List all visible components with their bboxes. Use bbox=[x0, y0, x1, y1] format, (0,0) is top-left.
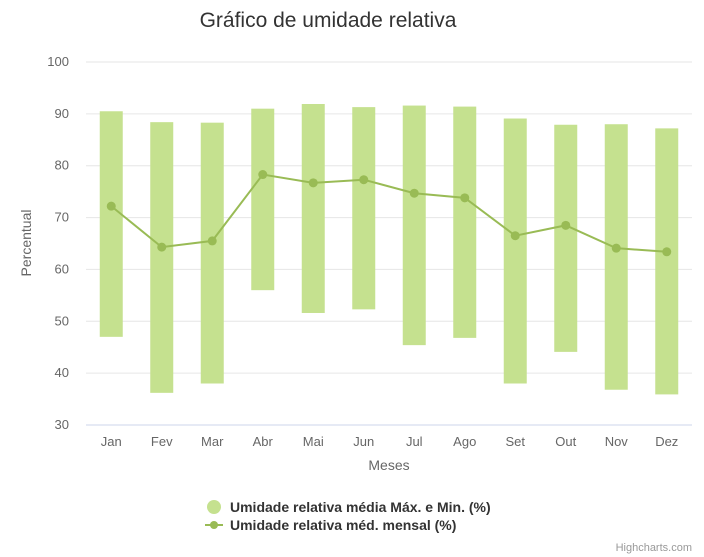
y-tick-label: 70 bbox=[55, 210, 69, 225]
legend: Umidade relativa média Máx. e Min. (%) U… bbox=[205, 499, 491, 533]
mean-line bbox=[110, 173, 667, 253]
range-columns bbox=[99, 104, 679, 395]
mean-point[interactable] bbox=[157, 242, 167, 252]
x-tick-label: Set bbox=[505, 434, 525, 449]
credits-link[interactable]: Highcharts.com bbox=[616, 542, 692, 554]
x-tick-label: Fev bbox=[151, 434, 173, 449]
range-bar[interactable] bbox=[554, 124, 578, 352]
x-tick-label: Out bbox=[555, 434, 576, 449]
range-bar[interactable] bbox=[200, 122, 224, 384]
mean-point[interactable] bbox=[106, 201, 116, 211]
range-bar[interactable] bbox=[655, 128, 679, 395]
mean-point[interactable] bbox=[258, 170, 268, 180]
range-bar[interactable] bbox=[301, 104, 325, 313]
x-tick-label: Jun bbox=[353, 434, 374, 449]
x-tick-label: Jan bbox=[101, 434, 122, 449]
y-axis-ticks: 30 40 50 60 70 80 90 100 bbox=[47, 54, 69, 432]
mean-point[interactable] bbox=[611, 243, 621, 253]
y-tick-label: 30 bbox=[55, 417, 69, 432]
range-bar[interactable] bbox=[453, 106, 477, 338]
x-axis-ticks: Jan Fev Mar Abr Mai Jun Jul Ago Set Out Nov Dez bbox=[101, 434, 679, 449]
y-axis-title: Percentual bbox=[18, 210, 34, 277]
mean-point[interactable] bbox=[207, 236, 217, 246]
x-axis-title: Meses bbox=[368, 457, 409, 473]
chart-title: Gráfico de umidade relativa bbox=[200, 9, 457, 32]
mean-point[interactable] bbox=[510, 231, 520, 241]
y-tick-label: 90 bbox=[55, 106, 69, 121]
y-tick-label: 40 bbox=[55, 365, 69, 380]
x-tick-label: Mai bbox=[303, 434, 324, 449]
y-tick-label: 60 bbox=[55, 261, 69, 276]
grid-lines bbox=[86, 61, 692, 374]
mean-point[interactable] bbox=[409, 188, 419, 198]
range-bar[interactable] bbox=[99, 111, 123, 337]
y-tick-label: 50 bbox=[55, 313, 69, 328]
legend-item-range[interactable]: Umidade relativa média Máx. e Min. (%) bbox=[207, 499, 491, 515]
x-tick-label: Ago bbox=[453, 434, 476, 449]
range-bar[interactable] bbox=[503, 118, 527, 384]
mean-point[interactable] bbox=[561, 220, 571, 230]
legend-line-label: Umidade relativa méd. mensal (%) bbox=[230, 517, 456, 533]
legend-item-line[interactable]: Umidade relativa méd. mensal (%) bbox=[205, 517, 456, 533]
mean-line-series bbox=[106, 170, 672, 257]
mean-point[interactable] bbox=[662, 247, 672, 257]
range-bar[interactable] bbox=[352, 107, 376, 310]
range-bar[interactable] bbox=[402, 105, 426, 346]
mean-point[interactable] bbox=[359, 175, 369, 185]
legend-line-marker bbox=[210, 521, 218, 529]
legend-range-symbol bbox=[207, 500, 221, 514]
mean-point[interactable] bbox=[460, 193, 470, 203]
x-tick-label: Jul bbox=[406, 434, 423, 449]
range-bar[interactable] bbox=[604, 124, 628, 390]
x-tick-label: Mar bbox=[201, 434, 224, 449]
mean-point[interactable] bbox=[308, 178, 318, 188]
x-tick-label: Abr bbox=[253, 434, 274, 449]
y-tick-label: 80 bbox=[55, 158, 69, 173]
y-tick-label: 100 bbox=[47, 54, 69, 69]
x-tick-label: Nov bbox=[605, 434, 629, 449]
range-bar[interactable] bbox=[251, 108, 275, 291]
legend-range-label: Umidade relativa média Máx. e Min. (%) bbox=[230, 499, 491, 515]
range-bar[interactable] bbox=[150, 122, 174, 393]
x-tick-label: Dez bbox=[655, 434, 678, 449]
